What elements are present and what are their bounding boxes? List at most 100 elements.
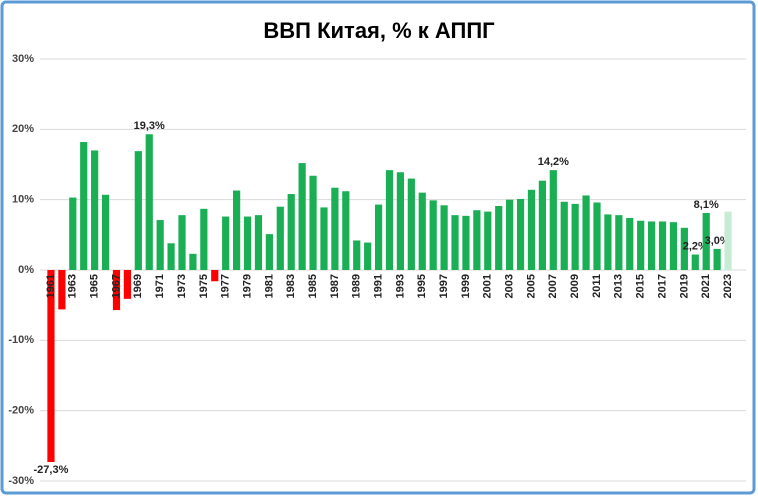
x-tick-label: 2005 [525, 274, 537, 298]
x-tick-label: 2015 [635, 274, 647, 298]
bar [418, 192, 426, 270]
bar [593, 202, 601, 270]
y-tick-label: -20% [8, 405, 34, 417]
bar [691, 254, 699, 270]
x-tick-label: 1993 [394, 274, 406, 298]
x-tick-label: 1981 [263, 274, 275, 298]
bar [669, 222, 678, 270]
value-label: 14,2% [538, 156, 569, 168]
x-tick-label: 2001 [482, 274, 494, 298]
x-tick-label: 2003 [504, 274, 516, 298]
x-tick-label: 1985 [307, 274, 319, 298]
y-tick-label: 0% [18, 264, 34, 276]
chart-title: ВВП Китая, % к АППГ [263, 18, 495, 43]
value-label: 3,0% [705, 235, 730, 247]
bar [407, 178, 415, 270]
bar [342, 191, 350, 270]
bar [571, 203, 579, 270]
bar [222, 216, 230, 270]
bar [145, 134, 153, 270]
y-tick-label: 10% [12, 194, 34, 206]
bar [582, 195, 590, 270]
bar [58, 270, 66, 310]
bar [462, 215, 470, 270]
bar [69, 197, 77, 270]
x-tick-label: 1967 [110, 274, 122, 298]
bar [320, 207, 328, 270]
bar [560, 201, 568, 270]
bar [287, 194, 295, 270]
bar [604, 214, 612, 270]
bar [178, 215, 186, 270]
value-label: 8,1% [694, 199, 719, 211]
bar [538, 180, 546, 270]
value-label: 2,2% [683, 240, 708, 252]
bar [484, 211, 492, 270]
x-tick-label: 1989 [351, 274, 363, 298]
y-tick-label: 30% [12, 53, 34, 65]
x-tick-label: 1975 [198, 274, 210, 298]
bar [243, 216, 252, 270]
bar [254, 215, 263, 270]
y-tick-label: 20% [12, 123, 34, 135]
bar [451, 215, 459, 270]
bar [527, 189, 536, 270]
x-tick-label: 1999 [460, 274, 472, 298]
bar [506, 199, 514, 270]
value-label: -27,3% [34, 464, 69, 476]
x-tick-label: 1965 [89, 274, 101, 298]
bar [680, 227, 688, 270]
x-tick-label: 1971 [154, 274, 166, 298]
y-tick-label: -30% [8, 475, 34, 487]
x-tick-label: 1991 [372, 274, 384, 298]
bar [713, 248, 721, 270]
x-tick-label: 1963 [67, 274, 79, 298]
x-tick-label: 1969 [132, 274, 144, 298]
bar [724, 211, 732, 270]
bar [658, 221, 667, 270]
bar [353, 240, 361, 270]
x-tick-label: 2021 [700, 274, 712, 298]
x-tick-label: 1987 [329, 274, 341, 298]
bar [156, 220, 164, 270]
bar [276, 206, 284, 270]
bar [112, 270, 121, 311]
x-tick-label: 2013 [613, 274, 625, 298]
x-tick-label: 1979 [241, 274, 253, 298]
bar [298, 163, 306, 270]
x-tick-label: 1973 [176, 274, 188, 298]
x-tick-label: 2017 [656, 274, 668, 298]
bar [123, 270, 132, 299]
bar [374, 204, 383, 270]
bar [702, 213, 710, 270]
bar [233, 190, 241, 270]
bar [516, 198, 525, 270]
x-tick-label: 2019 [678, 274, 690, 298]
x-tick-label: 2007 [547, 274, 559, 298]
bar [495, 205, 503, 270]
x-tick-label: 1995 [416, 274, 428, 298]
bar [91, 150, 99, 270]
bar [549, 170, 557, 270]
bar [364, 242, 372, 270]
bar [134, 151, 142, 270]
bar [637, 220, 645, 270]
x-tick-label: 1977 [220, 274, 232, 298]
bar [626, 217, 634, 270]
bar [47, 270, 55, 463]
x-tick-label: 2011 [591, 274, 603, 298]
bar [200, 208, 208, 270]
bar [211, 270, 219, 282]
bar [101, 194, 110, 270]
x-tick-label: 2009 [569, 274, 581, 298]
bar [385, 170, 394, 270]
bar [309, 175, 317, 270]
x-tick-label: 1961 [45, 274, 57, 298]
bar [440, 205, 448, 270]
bar [189, 253, 197, 270]
bar [396, 172, 405, 270]
x-tick-label: 1983 [285, 274, 297, 298]
bar [167, 243, 175, 270]
y-tick-label: -10% [8, 334, 34, 346]
